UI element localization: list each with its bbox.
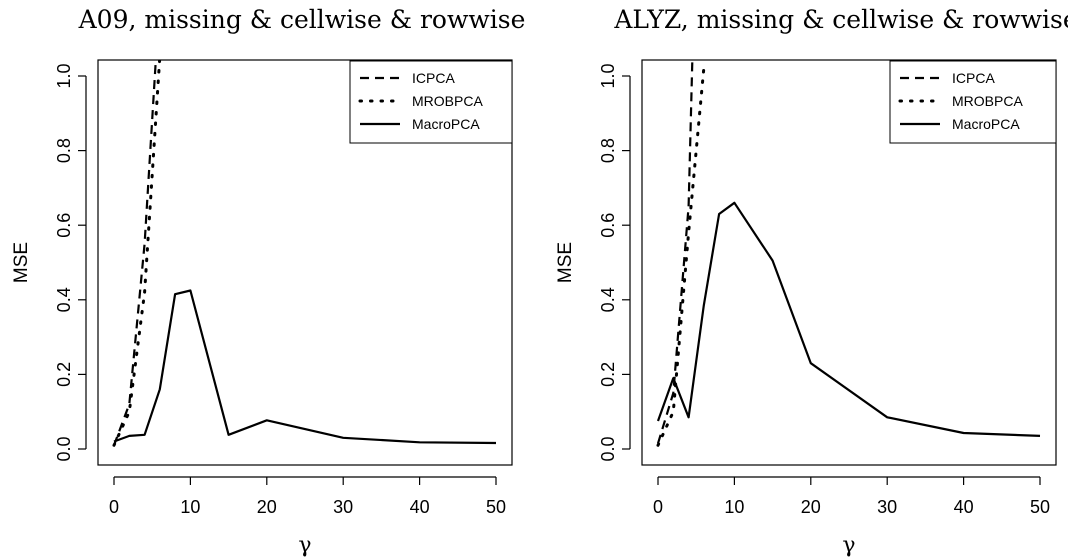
legend-label: MROBPCA (952, 93, 1023, 109)
legend-label: ICPCA (952, 70, 995, 86)
y-tick-label: 0.6 (54, 213, 74, 238)
y-axis-label: MSE (555, 242, 576, 283)
x-tick-label: 40 (954, 497, 974, 517)
y-tick-label: 0.2 (598, 362, 618, 387)
chart-panel-2: ALYZ, missing & cellwise & rowwise 0 10 20 3… (555, 5, 1068, 558)
y-tick-label: 0.0 (598, 436, 618, 461)
chart-title: ALYZ, missing & cellwise & rowwise (613, 5, 1068, 34)
x-tick-label: 10 (180, 497, 200, 517)
legend-box (889, 60, 1057, 144)
x-tick-label: 30 (333, 497, 353, 517)
x-tick-label: 30 (877, 497, 897, 517)
x-tick-label: 40 (410, 497, 430, 517)
plot-frame (97, 59, 513, 466)
x-tick-label: 20 (257, 497, 277, 517)
y-tick-label: 0.4 (54, 287, 74, 312)
series-line-macropca (113, 289, 497, 445)
series-group (656, 60, 1041, 447)
x-axis-label: γ (842, 533, 855, 558)
legend-label: ICPCA (412, 70, 455, 86)
y-tick-label: 0.4 (598, 287, 618, 312)
y-tick-label: 0.6 (598, 213, 618, 238)
y-tick-label: 0.8 (54, 138, 74, 163)
legend-label: MROBPCA (412, 93, 483, 109)
x-tick-label: 20 (801, 497, 821, 517)
y-tick-label: 0.8 (598, 138, 618, 163)
y-tick-label: 0.2 (54, 362, 74, 387)
y-tick-label: 1.0 (598, 63, 618, 88)
x-tick-label: 0 (653, 497, 663, 517)
chart-title: A09, missing & cellwise & rowwise (78, 5, 526, 34)
plot-frame (641, 59, 1057, 466)
legend-label: MacroPCA (412, 116, 480, 132)
chart-panel-1: A09, missing & cellwise & rowwise 0 10 20 30… (11, 5, 525, 558)
series-line-icpca (112, 60, 157, 446)
series-line-macropca (656, 201, 1041, 437)
series-line-mrobpca (112, 60, 162, 447)
x-tick-label: 10 (724, 497, 744, 517)
series-group (112, 60, 497, 447)
series-line-mrobpca (656, 67, 706, 447)
y-axis-label: MSE (11, 242, 32, 283)
x-tick-label: 50 (486, 497, 506, 517)
legend-box (349, 60, 513, 144)
y-tick-label: 0.0 (54, 436, 74, 461)
legend-label: MacroPCA (952, 116, 1020, 132)
x-tick-label: 50 (1030, 497, 1050, 517)
x-axis-label: γ (298, 533, 311, 558)
x-tick-label: 0 (109, 497, 119, 517)
y-tick-label: 1.0 (54, 63, 74, 88)
